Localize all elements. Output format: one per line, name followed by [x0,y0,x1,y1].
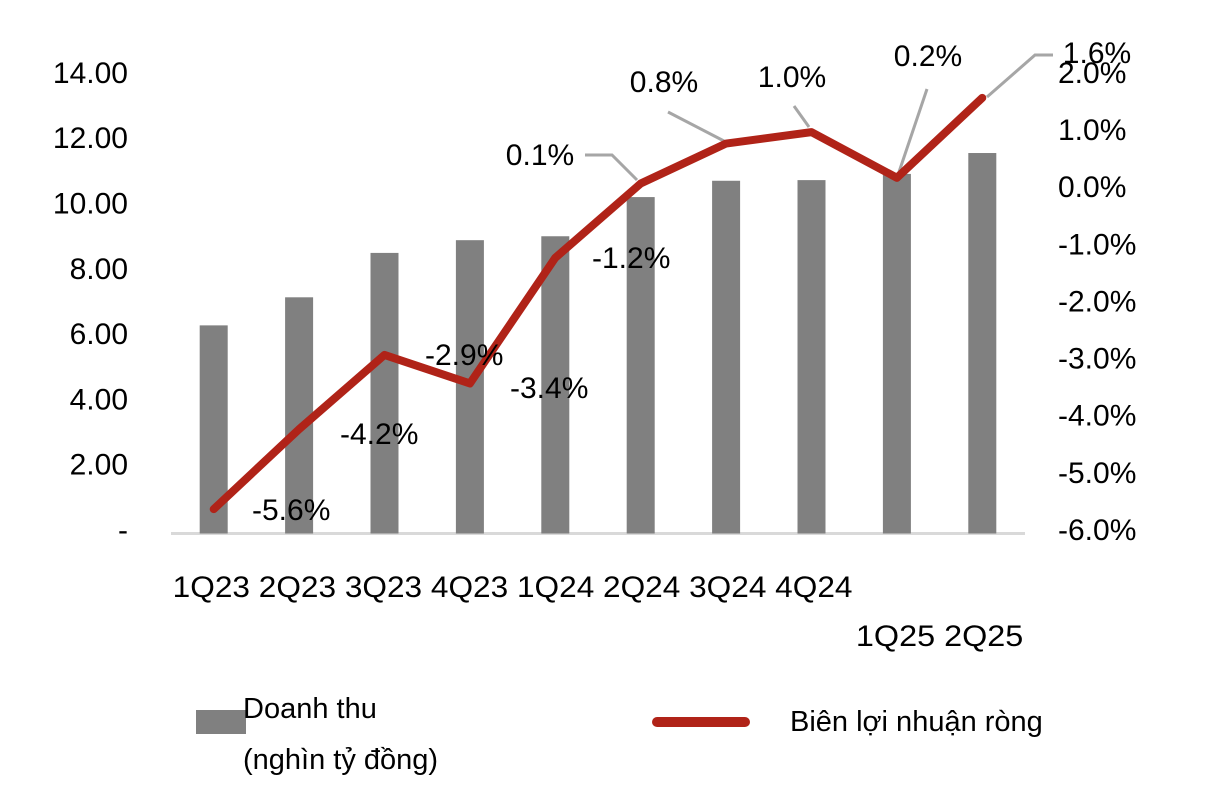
right-axis-tick: -6.0% [1058,514,1136,547]
left-axis-tick: 6.00 [70,318,128,351]
revenue-bar-2Q25 [968,153,997,534]
revenue-bar-2Q23 [285,297,314,534]
label-leader-1Q25 [897,88,929,173]
margin-data-label-4Q23: -3.4% [510,372,588,405]
right-axis-tick: 2.0% [1058,57,1126,90]
right-axis-tick: 0.0% [1058,171,1126,204]
revenue-bar-4Q24 [797,180,826,534]
margin-data-label-2Q25: 1.6% [1063,37,1131,70]
left-axis-tick: 8.00 [70,253,128,286]
right-axis-tick: 1.0% [1058,114,1126,147]
label-leader-2Q25 [986,53,1053,99]
label-leader-3Q24 [667,110,725,143]
left-axis-tick: 4.00 [70,383,128,416]
margin-data-label-3Q24: 0.8% [630,66,698,99]
margin-data-label-2Q24: 0.1% [506,139,574,172]
revenue-bar-3Q24 [712,180,741,534]
revenue-bar-3Q23 [370,252,399,534]
right-axis-tick: -1.0% [1058,228,1136,261]
revenue-bar-1Q25 [882,173,911,534]
left-axis-tick: 14.00 [53,57,128,90]
margin-data-label-3Q23: -2.9% [425,339,503,372]
left-axis-tick: 2.00 [70,449,128,482]
revenue-bar-2Q24 [626,197,655,534]
left-axis-tick: 12.00 [53,122,128,155]
x-axis-labels-row1: 1Q23 2Q23 3Q23 4Q23 1Q24 2Q24 3Q24 4Q24 [173,571,853,604]
right-axis-tick: -2.0% [1058,285,1136,318]
left-axis-tick: 10.00 [53,187,128,220]
margin-data-label-1Q24: -1.2% [592,242,670,275]
right-axis-tick: -4.0% [1058,400,1136,433]
left-axis-tick: - [118,514,128,547]
label-leader-4Q24 [792,105,811,128]
revenue-bar-1Q24 [541,236,570,534]
margin-data-label-2Q23: -4.2% [340,418,418,451]
margin-data-label-1Q23: -5.6% [252,494,330,527]
x-axis-labels-row2: 1Q25 2Q25 [856,620,1023,653]
right-axis-tick: -3.0% [1058,343,1136,376]
label-leader-2Q24 [585,153,639,182]
margin-data-label-4Q24: 1.0% [758,61,826,94]
profit-margin-line [209,93,987,514]
right-axis-tick: -5.0% [1058,457,1136,490]
margin-data-label-1Q25: 0.2% [894,40,962,73]
